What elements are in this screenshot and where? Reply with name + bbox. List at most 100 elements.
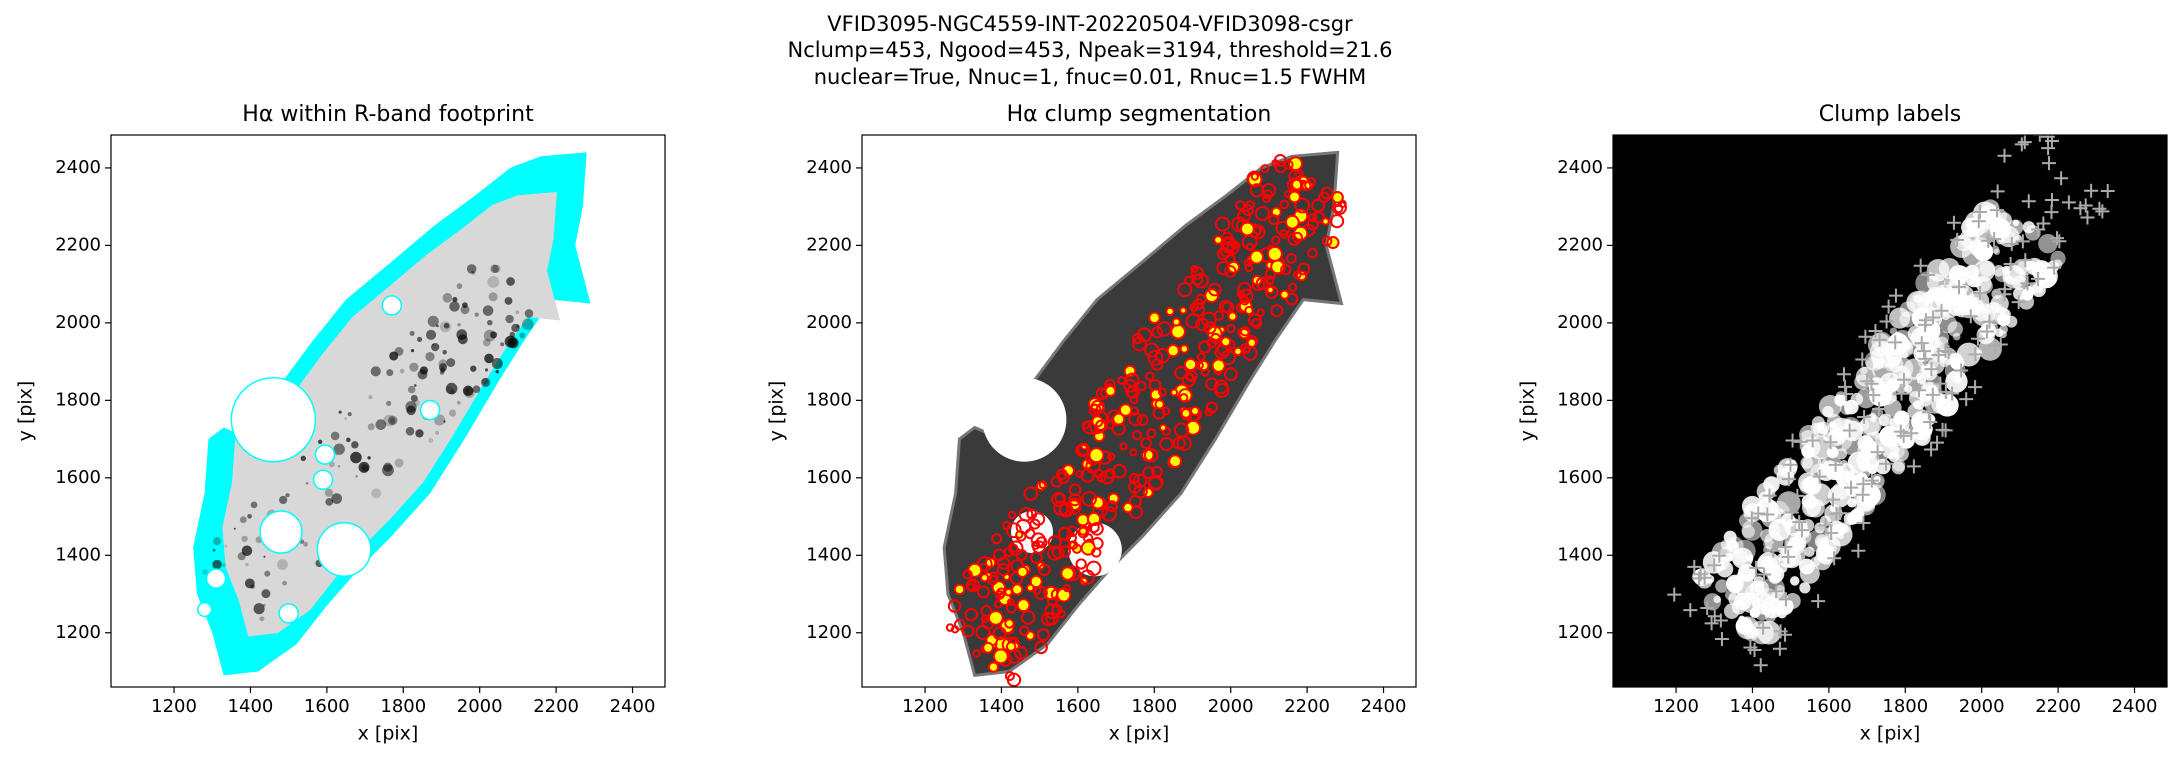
- peak-marker: [1783, 457, 1798, 472]
- emission: [337, 464, 341, 468]
- peak-marker: [1990, 203, 2005, 218]
- clump: [1051, 491, 1066, 507]
- peak-marker: [1938, 384, 1953, 399]
- clump: [1208, 282, 1222, 297]
- clump: [1075, 470, 1084, 479]
- emission: [462, 385, 474, 396]
- mask-hole: [205, 568, 227, 589]
- clump-label: [1817, 538, 1837, 558]
- x-tick-label: 1400: [1730, 696, 1776, 717]
- peak-marker: [1971, 214, 1986, 229]
- emission: [237, 552, 246, 561]
- clump-label: [1777, 508, 1784, 515]
- y-tick-label: 2000: [1557, 312, 1603, 333]
- peak-marker: [1896, 372, 1911, 387]
- peak-marker: [1772, 641, 1787, 656]
- clump: [1271, 235, 1281, 246]
- emission: [355, 474, 358, 478]
- clump-label: [1916, 372, 1923, 380]
- peak-marker: [1826, 492, 1841, 507]
- peak-marker: [1988, 338, 2003, 353]
- clump: [1107, 452, 1116, 461]
- peak-marker: [1868, 324, 1883, 339]
- x-tick-label: 2200: [2035, 696, 2081, 717]
- clump: [1227, 311, 1238, 322]
- clump: [1203, 321, 1217, 335]
- clump: [1307, 247, 1318, 259]
- clump-label: [1834, 394, 1847, 407]
- peak-marker: [2047, 260, 2062, 275]
- emission: [346, 437, 351, 443]
- image: [1613, 135, 2167, 687]
- emission: [406, 405, 416, 416]
- clump: [1058, 545, 1071, 558]
- clump: [1189, 302, 1199, 312]
- peak-marker: [2052, 234, 2067, 249]
- clump-label: [1873, 475, 1881, 484]
- peak-marker: [1917, 344, 1932, 359]
- clump-label: [1741, 525, 1755, 539]
- clump: [1161, 406, 1171, 416]
- clump: [1270, 304, 1284, 318]
- peak-marker: [2004, 236, 2019, 251]
- emission: [410, 349, 415, 353]
- emission: [413, 384, 417, 387]
- emission: [330, 431, 340, 441]
- clump: [1180, 407, 1192, 419]
- y-axis-label: y [pix]: [15, 381, 37, 442]
- clump: [1214, 345, 1229, 360]
- clump: [1148, 474, 1164, 490]
- emission: [382, 464, 394, 477]
- suptitle-line: Nclump=453, Ngood=453, Npeak=3194, thres…: [788, 38, 1393, 62]
- emission: [488, 292, 498, 302]
- peak-marker: [1784, 505, 1799, 520]
- emission: [375, 419, 387, 430]
- clump-label: [2038, 233, 2058, 254]
- clump: [1289, 178, 1304, 193]
- emission: [452, 296, 458, 303]
- axes-frame: [861, 134, 1417, 688]
- clump: [1090, 399, 1106, 415]
- emission: [425, 351, 435, 362]
- emission: [409, 330, 415, 336]
- clump-label: [1998, 324, 2009, 335]
- peak-marker: [1914, 336, 1929, 351]
- peak-marker: [2020, 276, 2035, 291]
- peak-marker: [1856, 477, 1871, 492]
- peak-marker: [1864, 473, 1879, 488]
- clump: [1220, 336, 1232, 348]
- clump: [1014, 646, 1028, 660]
- clump: [996, 562, 1010, 577]
- clump-label: [1947, 321, 1963, 337]
- panel-title: Hα clump segmentation: [1007, 102, 1272, 127]
- mask-hole: [312, 469, 334, 491]
- peak-marker: [1714, 631, 1729, 646]
- peak-marker: [1945, 386, 1960, 401]
- peak-marker: [1888, 335, 1903, 350]
- y-tick-label: 2400: [55, 157, 101, 178]
- emission: [504, 296, 513, 305]
- clump: [1170, 388, 1179, 397]
- clump: [1221, 301, 1235, 314]
- image: [862, 135, 1416, 687]
- emission: [490, 264, 499, 274]
- peak-marker: [1941, 345, 1956, 360]
- peak-marker: [2100, 184, 2115, 199]
- clump: [1239, 325, 1251, 337]
- emission: [241, 545, 253, 557]
- clump: [1279, 289, 1290, 300]
- panel: 1200 1400 1600 1800 2000 2200 2400 1200 1400 1600…: [766, 102, 1417, 745]
- emission: [202, 568, 208, 575]
- peak-marker: [1913, 258, 1928, 273]
- clump: [1173, 422, 1190, 438]
- x-axis-label: x [pix]: [1860, 723, 1921, 745]
- clump: [1060, 566, 1075, 581]
- clump-label: [1788, 535, 1805, 552]
- emission: [419, 366, 428, 375]
- clump: [1213, 235, 1224, 245]
- clump: [1179, 306, 1188, 315]
- x-tick-label: 1200: [151, 696, 197, 717]
- emission: [428, 437, 434, 443]
- emission: [448, 409, 457, 417]
- emission: [436, 324, 439, 328]
